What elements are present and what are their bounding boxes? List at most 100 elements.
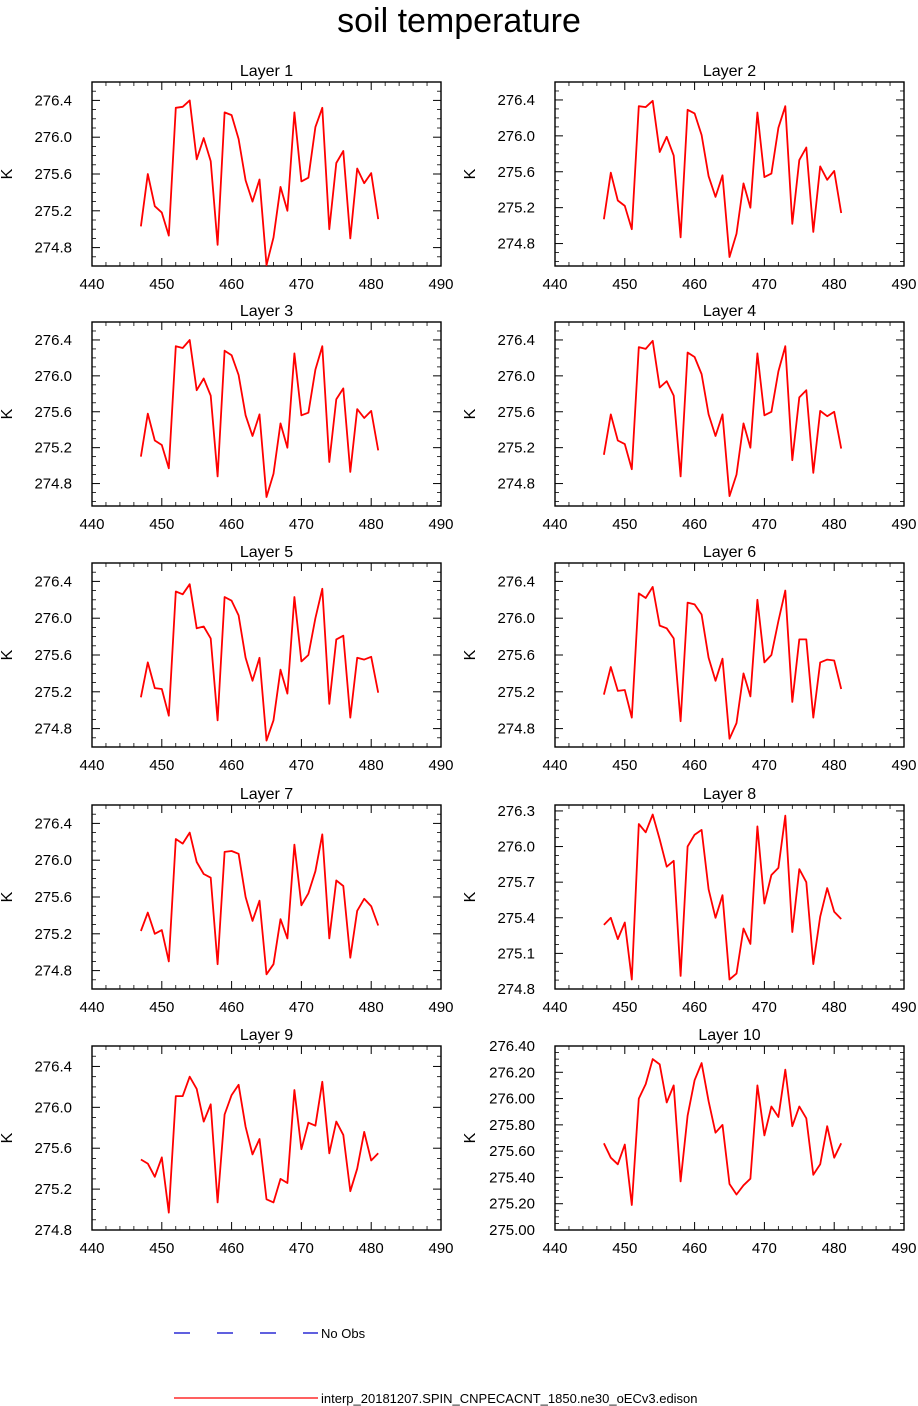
plot-frame bbox=[554, 1045, 905, 1231]
y-axis-label: K bbox=[0, 891, 16, 902]
y-tick-label: 275.2 bbox=[497, 440, 535, 457]
plot-frame bbox=[91, 562, 442, 748]
y-tick-label: 275.6 bbox=[34, 404, 72, 421]
x-tick-label: 480 bbox=[822, 1240, 847, 1257]
y-tick-label: 276.0 bbox=[34, 129, 72, 146]
x-tick-label: 440 bbox=[542, 757, 567, 774]
series-line bbox=[603, 339, 843, 498]
panel-title: Layer 10 bbox=[698, 1027, 760, 1044]
y-tick-label: 276.3 bbox=[497, 803, 535, 820]
x-tick-label: 440 bbox=[542, 276, 567, 293]
x-tick-label: 440 bbox=[79, 276, 104, 293]
y-axis-label: K bbox=[462, 408, 479, 419]
y-tick-label: 276.20 bbox=[489, 1064, 535, 1081]
y-tick-label: 276.4 bbox=[34, 332, 72, 349]
x-tick-label: 460 bbox=[219, 999, 244, 1016]
y-tick-label: 276.0 bbox=[497, 839, 535, 856]
y-tick-label: 276.0 bbox=[34, 610, 72, 627]
x-tick-label: 470 bbox=[752, 999, 777, 1016]
x-tick-label: 440 bbox=[542, 999, 567, 1016]
y-tick-label: 276.0 bbox=[34, 852, 72, 869]
plot-frame bbox=[554, 321, 905, 507]
plot-frame bbox=[554, 804, 905, 990]
x-tick-label: 460 bbox=[682, 1240, 707, 1257]
x-tick-label: 490 bbox=[891, 999, 916, 1016]
y-tick-label: 275.2 bbox=[34, 926, 72, 943]
x-tick-label: 480 bbox=[822, 999, 847, 1016]
x-tick-label: 470 bbox=[289, 757, 314, 774]
y-tick-label: 276.0 bbox=[34, 368, 72, 385]
panel-title: Layer 5 bbox=[240, 544, 293, 561]
panel-layer-7: Layer 7 K 440 450 460 470 480 490 274.8 275.2 275.… bbox=[0, 786, 454, 1016]
panel-title: Layer 7 bbox=[240, 786, 293, 803]
x-tick-label: 470 bbox=[289, 999, 314, 1016]
legend-label-model: interp_20181207.SPIN_CNPECACNT_1850.ne30… bbox=[321, 1391, 698, 1406]
x-tick-label: 470 bbox=[752, 757, 777, 774]
x-tick-label: 470 bbox=[752, 1240, 777, 1257]
panel-title: Layer 6 bbox=[703, 544, 756, 561]
x-tick-label: 460 bbox=[219, 1240, 244, 1257]
x-tick-label: 480 bbox=[822, 276, 847, 293]
x-tick-label: 480 bbox=[359, 757, 384, 774]
panel-layer-9: Layer 9 K 440 450 460 470 480 490 274.8 275.2 275.… bbox=[0, 1027, 454, 1257]
x-tick-label: 450 bbox=[149, 757, 174, 774]
x-tick-label: 480 bbox=[822, 516, 847, 533]
x-tick-label: 450 bbox=[149, 999, 174, 1016]
x-tick-label: 470 bbox=[289, 1240, 314, 1257]
y-tick-label: 276.0 bbox=[497, 610, 535, 627]
x-tick-label: 490 bbox=[428, 999, 453, 1016]
y-tick-label: 275.40 bbox=[489, 1169, 535, 1186]
series-line bbox=[140, 99, 380, 267]
y-tick-label: 275.20 bbox=[489, 1196, 535, 1213]
series-line bbox=[603, 99, 843, 258]
series-line bbox=[140, 339, 380, 498]
y-tick-label: 276.0 bbox=[497, 368, 535, 385]
y-tick-label: 275.6 bbox=[497, 404, 535, 421]
y-axis-label: K bbox=[0, 649, 16, 660]
x-tick-label: 480 bbox=[359, 516, 384, 533]
panel-title: Layer 4 bbox=[703, 303, 756, 320]
y-tick-label: 275.6 bbox=[497, 647, 535, 664]
y-tick-label: 276.00 bbox=[489, 1091, 535, 1108]
y-tick-label: 276.4 bbox=[497, 332, 535, 349]
y-tick-label: 275.1 bbox=[497, 945, 535, 962]
x-tick-label: 450 bbox=[612, 999, 637, 1016]
x-tick-label: 450 bbox=[612, 276, 637, 293]
legend-label-no-obs: No Obs bbox=[321, 1326, 366, 1341]
x-tick-label: 460 bbox=[682, 757, 707, 774]
series-line bbox=[140, 831, 380, 976]
plot-frame bbox=[91, 81, 442, 267]
y-tick-label: 276.4 bbox=[497, 92, 535, 109]
x-tick-label: 460 bbox=[219, 757, 244, 774]
x-tick-label: 490 bbox=[891, 276, 916, 293]
y-tick-label: 275.60 bbox=[489, 1143, 535, 1160]
y-tick-label: 275.00 bbox=[489, 1222, 535, 1239]
x-tick-label: 480 bbox=[822, 757, 847, 774]
x-tick-label: 470 bbox=[289, 276, 314, 293]
x-tick-label: 440 bbox=[79, 1240, 104, 1257]
y-tick-label: 275.2 bbox=[34, 440, 72, 457]
x-tick-label: 490 bbox=[428, 757, 453, 774]
panel-layer-2: Layer 2 K 440 450 460 470 480 490 274.8 275.2 275.… bbox=[462, 63, 917, 293]
x-tick-label: 470 bbox=[752, 516, 777, 533]
y-tick-label: 276.4 bbox=[34, 573, 72, 590]
y-tick-label: 274.8 bbox=[497, 721, 535, 738]
y-tick-label: 274.8 bbox=[497, 236, 535, 253]
y-tick-label: 275.6 bbox=[34, 647, 72, 664]
panel-layer-3: Layer 3 K 440 450 460 470 480 490 274.8 275.2 275.… bbox=[0, 303, 454, 533]
panel-layer-10: Layer 10 K 440 450 460 470 480 490 275.00 275.20 2… bbox=[462, 1027, 917, 1257]
x-tick-label: 440 bbox=[79, 516, 104, 533]
plot-frame bbox=[91, 804, 442, 990]
panel-layer-6: Layer 6 K 440 450 460 470 480 490 274.8 275.2 275.… bbox=[462, 544, 917, 774]
y-tick-label: 274.8 bbox=[34, 476, 72, 493]
plot-frame bbox=[554, 562, 905, 748]
x-tick-label: 450 bbox=[612, 757, 637, 774]
y-axis-label: K bbox=[0, 1132, 16, 1143]
y-tick-label: 275.6 bbox=[34, 1140, 72, 1157]
series-line bbox=[603, 813, 842, 981]
x-tick-label: 490 bbox=[891, 516, 916, 533]
y-tick-label: 275.2 bbox=[497, 200, 535, 217]
y-tick-label: 275.6 bbox=[34, 166, 72, 183]
panel-title: Layer 2 bbox=[703, 63, 756, 80]
y-tick-label: 274.8 bbox=[497, 981, 535, 998]
